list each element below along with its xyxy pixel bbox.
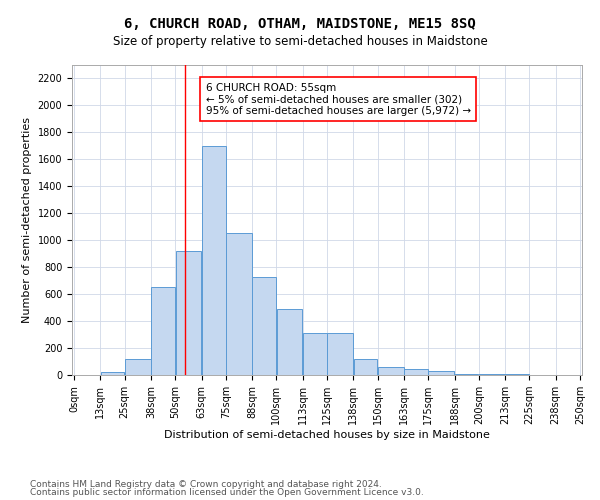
Text: 6 CHURCH ROAD: 55sqm
← 5% of semi-detached houses are smaller (302)
95% of semi-: 6 CHURCH ROAD: 55sqm ← 5% of semi-detach… [206, 82, 470, 116]
Bar [353, 359, 377, 375]
Bar [428, 371, 454, 375]
Text: Contains HM Land Registry data © Crown copyright and database right 2024.: Contains HM Land Registry data © Crown c… [30, 480, 382, 489]
Bar [328, 333, 353, 375]
Bar [479, 374, 505, 375]
Text: 6, CHURCH ROAD, OTHAM, MAIDSTONE, ME15 8SQ: 6, CHURCH ROAD, OTHAM, MAIDSTONE, ME15 8… [124, 18, 476, 32]
Bar [505, 374, 529, 375]
Bar [125, 359, 151, 375]
Bar [226, 234, 252, 375]
Bar [455, 374, 478, 375]
X-axis label: Distribution of semi-detached houses by size in Maidstone: Distribution of semi-detached houses by … [164, 430, 490, 440]
Bar [277, 309, 302, 375]
Bar [101, 372, 124, 375]
Bar [202, 146, 226, 375]
Bar [404, 369, 428, 375]
Bar [176, 251, 201, 375]
Bar [253, 276, 276, 375]
Bar [378, 367, 404, 375]
Bar [303, 333, 326, 375]
Text: Contains public sector information licensed under the Open Government Licence v3: Contains public sector information licen… [30, 488, 424, 497]
Bar [151, 288, 175, 375]
Text: Size of property relative to semi-detached houses in Maidstone: Size of property relative to semi-detach… [113, 35, 487, 48]
Y-axis label: Number of semi-detached properties: Number of semi-detached properties [22, 117, 32, 323]
